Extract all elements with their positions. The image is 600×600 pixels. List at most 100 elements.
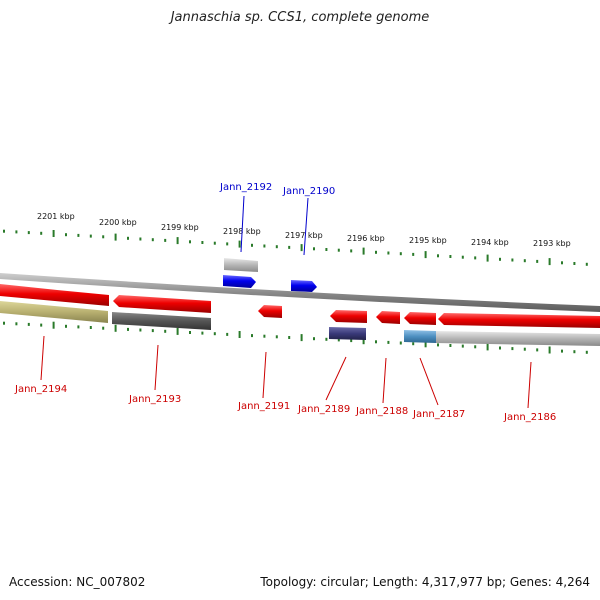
- minor-tick: [437, 254, 439, 258]
- accession-text: Accession: NC_007802: [9, 575, 146, 589]
- gene-jann-2187-arrow[interactable]: [404, 312, 436, 325]
- minor-tick: [15, 230, 18, 234]
- map-title: Jannaschia sp. CCS1, complete genome: [170, 10, 430, 25]
- gene-jann-2192-arrow[interactable]: [223, 275, 256, 288]
- minor-tick: [77, 233, 80, 237]
- gene-label[interactable]: Jann_2194: [14, 384, 67, 395]
- major-tick: [176, 327, 179, 335]
- minor-tick: [511, 347, 514, 351]
- minor-tick: [89, 234, 92, 238]
- minor-tick: [313, 247, 315, 251]
- lower-tick-ring: [3, 321, 588, 354]
- minor-tick: [151, 329, 154, 333]
- minor-tick: [275, 335, 278, 339]
- gene-label[interactable]: Jann_2191: [237, 401, 290, 412]
- minor-tick: [15, 322, 18, 326]
- tick-label: 2194 kbp: [471, 238, 509, 247]
- gene-jann-2194-arrow[interactable]: [0, 284, 109, 306]
- gene-label[interactable]: Jann_2186: [503, 412, 556, 423]
- gene-label[interactable]: Jann_2188: [355, 406, 408, 417]
- minor-tick: [288, 336, 291, 339]
- minor-tick: [387, 340, 390, 344]
- minor-tick: [561, 349, 563, 353]
- major-tick: [424, 251, 427, 259]
- minor-tick: [474, 345, 477, 349]
- minor-tick: [201, 331, 204, 335]
- minor-tick: [337, 338, 340, 342]
- minor-tick: [387, 251, 390, 255]
- leader-line: [154, 344, 159, 391]
- minor-tick: [40, 323, 43, 327]
- minor-tick: [399, 341, 402, 345]
- leader-line: [40, 335, 45, 381]
- minor-tick: [375, 250, 377, 254]
- minor-tick: [102, 326, 105, 330]
- major-tick: [114, 233, 117, 241]
- minor-tick: [127, 327, 129, 331]
- major-tick: [176, 237, 179, 245]
- gene-jann-2188-arrow[interactable]: [376, 311, 400, 324]
- leader-line: [527, 361, 532, 409]
- gene-jann-2189-arrow[interactable]: [330, 310, 367, 323]
- gene-jann-2191-arrow[interactable]: [258, 305, 282, 318]
- leader-line: [240, 195, 245, 253]
- tick-label: 2197 kbp: [285, 231, 323, 240]
- minor-tick: [288, 245, 291, 249]
- leader-line: [382, 357, 387, 404]
- minor-tick: [201, 241, 204, 244]
- major-tick: [238, 240, 241, 248]
- minor-tick: [213, 332, 216, 336]
- minor-tick: [499, 346, 501, 350]
- minor-tick: [585, 262, 588, 266]
- minor-tick: [412, 342, 415, 346]
- minor-tick: [585, 350, 588, 354]
- gene-jann-2190-arrow[interactable]: [291, 280, 317, 292]
- minor-tick: [77, 325, 80, 329]
- minor-tick: [511, 258, 514, 262]
- tick-label: 2195 kbp: [409, 236, 447, 245]
- leader-line: [303, 197, 309, 256]
- grey-feature: [224, 258, 258, 272]
- minor-tick: [189, 331, 191, 334]
- minor-tick: [164, 329, 167, 333]
- genome-summary-text: Topology: circular; Length: 4,317,977 bp…: [260, 575, 590, 589]
- gene-labels: Jann_2194 Jann_2193 Jann_2192 Jann_2191 …: [14, 182, 556, 423]
- minor-tick: [350, 249, 353, 253]
- minor-tick: [139, 328, 142, 332]
- light-grey-feature: [436, 331, 600, 346]
- major-tick: [300, 244, 303, 252]
- minor-tick: [127, 236, 129, 240]
- minor-tick: [573, 350, 576, 354]
- minor-tick: [65, 233, 67, 237]
- minor-tick: [226, 332, 229, 336]
- upper-tick-ring: [3, 229, 588, 266]
- minor-tick: [561, 261, 563, 265]
- tick-label: 2200 kbp: [99, 218, 137, 227]
- leader-line: [262, 351, 267, 399]
- minor-tick: [164, 238, 167, 242]
- major-tick: [52, 321, 55, 329]
- gene-jann-2186-arrow[interactable]: [438, 313, 600, 328]
- tick-label: 2196 kbp: [347, 234, 385, 243]
- tick-label: 2201 kbp: [37, 212, 75, 221]
- major-tick: [548, 258, 551, 266]
- gene-label[interactable]: Jann_2192: [219, 182, 272, 193]
- tick-label: 2199 kbp: [161, 223, 199, 232]
- leader-lines: [40, 195, 532, 409]
- gene-label[interactable]: Jann_2189: [297, 404, 350, 415]
- gene-jann-2193-arrow[interactable]: [113, 295, 211, 313]
- minor-tick: [375, 340, 377, 344]
- gene-label[interactable]: Jann_2187: [412, 409, 465, 420]
- major-tick: [114, 324, 117, 332]
- major-tick: [548, 346, 551, 354]
- minor-tick: [325, 248, 328, 251]
- gene-label[interactable]: Jann_2190: [282, 186, 335, 197]
- minor-tick: [213, 241, 216, 245]
- minor-tick: [536, 259, 539, 263]
- purple-feature: [329, 327, 366, 340]
- major-tick: [52, 230, 55, 237]
- tick-label: 2193 kbp: [533, 239, 571, 248]
- gene-label[interactable]: Jann_2193: [128, 394, 181, 405]
